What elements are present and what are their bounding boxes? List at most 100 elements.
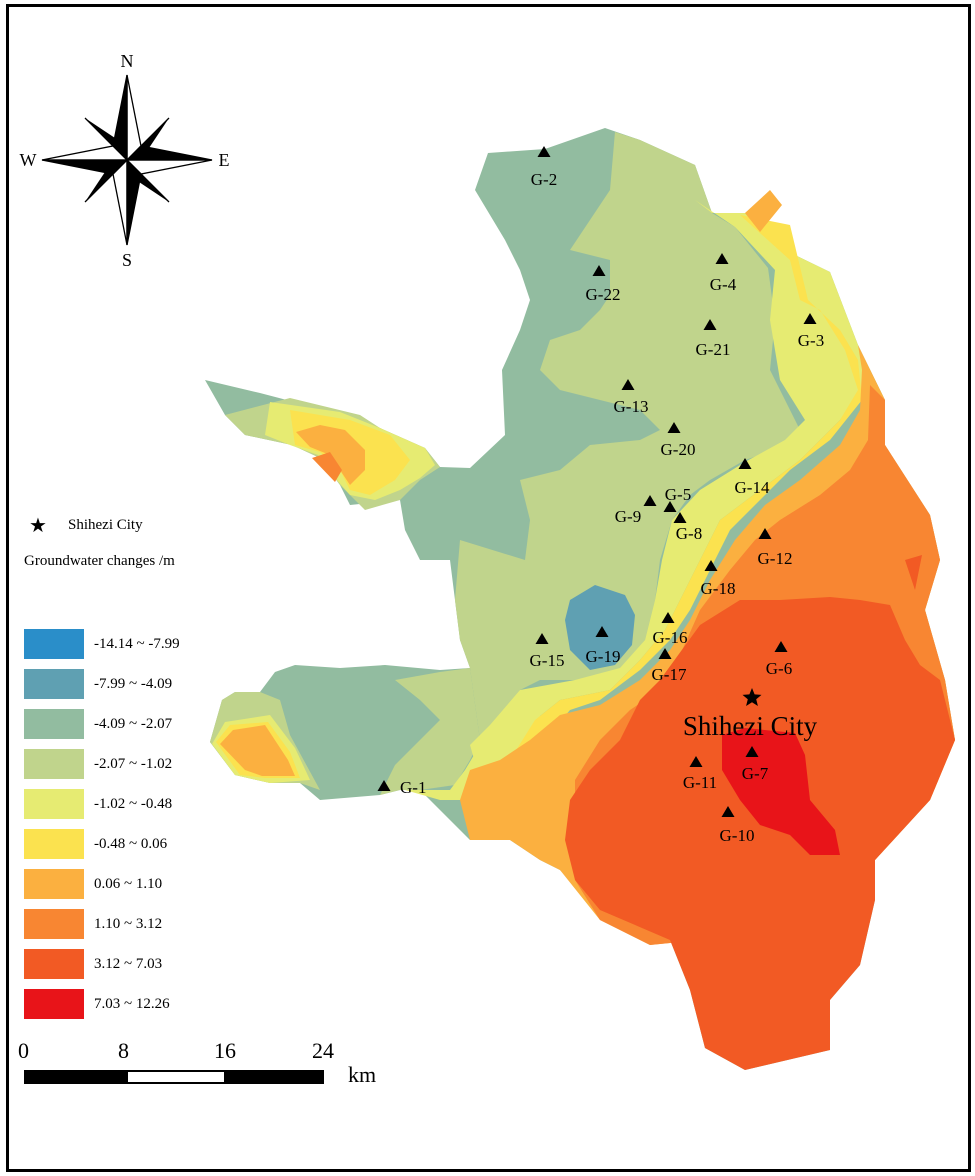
well-marker: G-4: [710, 253, 737, 294]
legend-label: -7.99 ~ -4.09: [94, 675, 173, 692]
well-label: G-2: [531, 170, 557, 189]
well-label: G-17: [652, 665, 687, 684]
triangle-icon: [661, 612, 675, 623]
legend-item: -14.14 ~ -7.99: [24, 624, 180, 664]
contour-layers: [205, 128, 955, 1070]
triangle-icon: [803, 313, 817, 324]
well-marker: G-16: [653, 612, 688, 647]
star-icon: ★: [29, 515, 47, 537]
legend-label: -0.48 ~ 0.06: [94, 835, 168, 852]
legend-swatch: [24, 709, 84, 739]
well-label: G-18: [701, 579, 736, 598]
triangle-icon: [715, 253, 729, 264]
city-marker: Shihezi City: [683, 688, 818, 741]
triangle-icon: [667, 422, 681, 433]
well-label: G-11: [683, 773, 717, 792]
triangle-icon: [663, 501, 677, 512]
well-label: G-12: [758, 549, 793, 568]
well-marker: G-2: [531, 146, 557, 189]
triangle-icon: [774, 641, 788, 652]
well-marker: G-11: [683, 756, 717, 792]
triangle-icon: [658, 648, 672, 659]
legend-label: 0.06 ~ 1.10: [94, 875, 163, 892]
well-marker: G-21: [696, 319, 731, 359]
scale-tick-16: 16: [214, 1038, 236, 1063]
compass-north: N: [121, 51, 134, 71]
scale-segment-2: [126, 1070, 226, 1084]
legend-item: -7.99 ~ -4.09: [24, 664, 180, 704]
legend-label: 7.03 ~ 12.26: [94, 995, 170, 1012]
legend-classes: -14.14 ~ -7.99 -7.99 ~ -4.09 -4.09 ~ -2.07…: [24, 624, 180, 1024]
triangle-icon: [595, 626, 609, 637]
well-label: G-7: [742, 764, 769, 783]
scale-segment-3: [224, 1070, 324, 1084]
scale-segment-1: [24, 1070, 126, 1084]
legend-item: -4.09 ~ -2.07: [24, 704, 180, 744]
triangle-icon: [535, 633, 549, 644]
well-marker: G-5: [663, 485, 691, 512]
well-marker: G-6: [766, 641, 792, 678]
triangle-icon: [621, 379, 635, 390]
well-marker: G-8: [673, 512, 702, 543]
scale-tick-8: 8: [118, 1038, 129, 1063]
triangle-icon: [758, 528, 772, 539]
well-marker: G-14: [735, 458, 770, 497]
legend-item: 7.03 ~ 12.26: [24, 984, 180, 1024]
triangle-icon: [738, 458, 752, 469]
triangle-icon: [745, 746, 759, 757]
star-icon: [742, 688, 762, 706]
well-label: G-4: [710, 275, 737, 294]
legend-title: Groundwater changes /m: [24, 553, 175, 569]
legend-label: -1.02 ~ -0.48: [94, 795, 173, 812]
compass-rose: N S E W: [20, 51, 230, 270]
well-marker: G-17: [652, 648, 687, 684]
triangle-icon: [673, 512, 687, 523]
legend-item: -0.48 ~ 0.06: [24, 824, 180, 864]
well-marker: G-3: [798, 313, 824, 350]
triangle-icon: [703, 319, 717, 330]
well-label: G-13: [614, 397, 649, 416]
well-label: G-6: [766, 659, 792, 678]
scale-unit: km: [348, 1062, 377, 1087]
well-label: G-16: [653, 628, 688, 647]
legend-swatch: [24, 669, 84, 699]
map-frame: [6, 4, 971, 1172]
well-label: G-5: [665, 485, 691, 504]
triangle-icon: [643, 495, 657, 506]
well-label: G-3: [798, 331, 824, 350]
compass-east: E: [219, 150, 230, 170]
triangle-icon: [689, 756, 703, 767]
legend-swatch: [24, 989, 84, 1019]
legend-swatch: [24, 789, 84, 819]
legend-item: -2.07 ~ -1.02: [24, 744, 180, 784]
well-label: G-22: [586, 285, 621, 304]
legend-city: ★ Shihezi City: [24, 513, 143, 538]
well-marker: G-20: [661, 422, 695, 459]
well-label: G-19: [586, 647, 621, 666]
well-marker: G-19: [586, 626, 621, 666]
legend-item: 1.10 ~ 3.12: [24, 904, 180, 944]
legend-label: -2.07 ~ -1.02: [94, 755, 173, 772]
triangle-icon: [592, 265, 606, 276]
legend-swatch: [24, 909, 84, 939]
zone-2.07-1.02: [455, 132, 800, 740]
city-label: Shihezi City: [683, 711, 818, 741]
well-marker: G-22: [586, 265, 621, 304]
legend-swatch: [24, 869, 84, 899]
well-label: G-21: [696, 340, 731, 359]
wells-layer: G-1 G-2 G-3 G-4 G-5 G-6 G-7 G-8 G-9 G-10 G-11 G-12 G…: [377, 146, 824, 845]
well-label: G-1: [400, 778, 426, 797]
triangle-icon: [537, 146, 551, 157]
zone-3.12-7.03: [565, 597, 955, 1070]
zone-7.03-12.26: [722, 728, 840, 855]
legend-swatch: [24, 949, 84, 979]
well-label: G-10: [720, 826, 755, 845]
triangle-icon: [377, 780, 391, 791]
well-marker: G-7: [742, 746, 769, 783]
legend-label: -4.09 ~ -2.07: [94, 715, 173, 732]
well-label: G-9: [615, 507, 641, 526]
legend-item: 3.12 ~ 7.03: [24, 944, 180, 984]
legend-city-label: Shihezi City: [68, 517, 143, 533]
well-marker: G-15: [530, 633, 564, 670]
